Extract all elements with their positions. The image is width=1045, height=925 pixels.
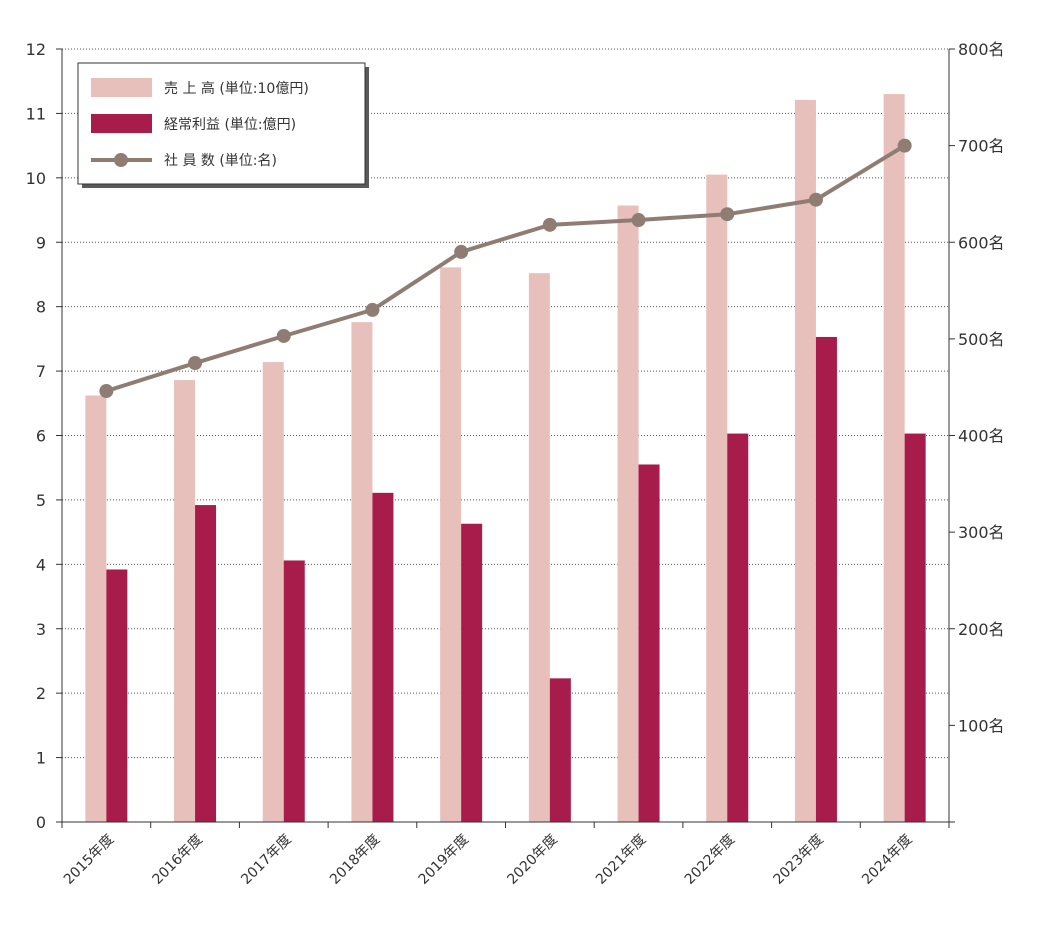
bar-profit — [461, 523, 483, 822]
x-tick-label: 2016年度 — [150, 832, 206, 888]
employee-point — [99, 384, 114, 399]
left-tick-label: 1 — [36, 749, 46, 768]
bar-sales — [528, 273, 550, 822]
legend-label-employees: 社 員 数 (単位:名) — [164, 153, 277, 169]
employee-point — [454, 244, 469, 259]
x-axis-labels: 2015年度 2016年度 2017年度 2018年度 2019年度 2020年度 2021… — [61, 832, 916, 888]
x-tick-label: 2015年度 — [61, 832, 117, 888]
left-tick-label: 6 — [36, 427, 46, 446]
left-tick-label: 12 — [26, 40, 46, 59]
left-tick-label: 10 — [26, 169, 46, 188]
right-axis-ticks: 100名 200名 300名 400名 500名 600名 700名 800名 — [949, 40, 1005, 823]
bar-sales — [351, 322, 373, 822]
bar-profit — [638, 464, 660, 822]
bar-profit — [283, 560, 305, 822]
bar-profit — [372, 492, 394, 822]
x-tick-label: 2024年度 — [859, 832, 915, 888]
bar-profit — [195, 505, 217, 822]
bar-profit — [815, 336, 837, 822]
x-tick-label: 2017年度 — [238, 832, 294, 888]
left-tick-label: 9 — [36, 233, 46, 252]
legend-swatch-profit — [91, 114, 152, 133]
x-tick-label: 2022年度 — [682, 832, 738, 888]
bars — [85, 94, 926, 823]
legend-label-sales: 売 上 高 (単位:10億円) — [164, 80, 309, 97]
bar-sales — [706, 174, 728, 823]
legend: 売 上 高 (単位:10億円) 経常利益 (単位:億円) 社 員 数 (単位:名… — [77, 62, 369, 188]
bar-profit — [904, 433, 926, 822]
x-tick-label: 2019年度 — [416, 832, 472, 888]
bar-profit — [727, 433, 749, 822]
bar-sales — [617, 205, 639, 823]
employee-point — [631, 213, 646, 228]
employee-point — [897, 138, 912, 153]
x-tick-label: 2018年度 — [327, 832, 383, 888]
left-tick-label: 3 — [36, 620, 46, 639]
employee-point — [808, 192, 823, 207]
legend-swatch-sales — [91, 78, 152, 97]
employee-line — [99, 138, 912, 399]
left-tick-label: 0 — [36, 813, 46, 832]
legend-swatch-employees-marker — [114, 153, 128, 167]
left-tick-label: 4 — [36, 555, 46, 574]
bar-sales — [174, 380, 196, 822]
legend-label-profit: 経常利益 (単位:億円) — [164, 117, 296, 133]
bar-sales — [262, 362, 284, 822]
left-tick-label: 5 — [36, 491, 46, 510]
right-tick-label: 500名 — [958, 330, 1005, 349]
employee-point — [365, 302, 380, 317]
x-tick-label: 2023年度 — [770, 832, 826, 888]
left-tick-label: 8 — [36, 298, 46, 317]
employee-point — [276, 328, 291, 343]
employee-point — [720, 207, 735, 222]
bar-sales — [440, 267, 462, 822]
right-tick-label: 300名 — [958, 523, 1005, 542]
left-tick-label: 11 — [26, 104, 46, 123]
right-tick-label: 800名 — [958, 40, 1005, 59]
x-tick-label: 2021年度 — [593, 832, 649, 888]
bar-sales — [883, 94, 905, 822]
bar-profit — [549, 678, 571, 822]
bar-sales — [85, 395, 107, 822]
employee-series-line — [105, 143, 906, 393]
right-tick-label: 400名 — [958, 427, 1005, 446]
employee-point — [542, 217, 557, 232]
left-tick-label: 2 — [36, 684, 46, 703]
left-tick-label: 7 — [36, 362, 46, 381]
bar-sales — [794, 99, 816, 823]
x-tick-label: 2020年度 — [504, 832, 560, 888]
right-tick-label: 700名 — [958, 137, 1005, 156]
bar-profit — [106, 569, 128, 822]
employee-point — [188, 356, 203, 371]
right-tick-label: 100名 — [958, 716, 1005, 735]
right-tick-label: 200名 — [958, 620, 1005, 639]
right-tick-label: 600名 — [958, 233, 1005, 252]
